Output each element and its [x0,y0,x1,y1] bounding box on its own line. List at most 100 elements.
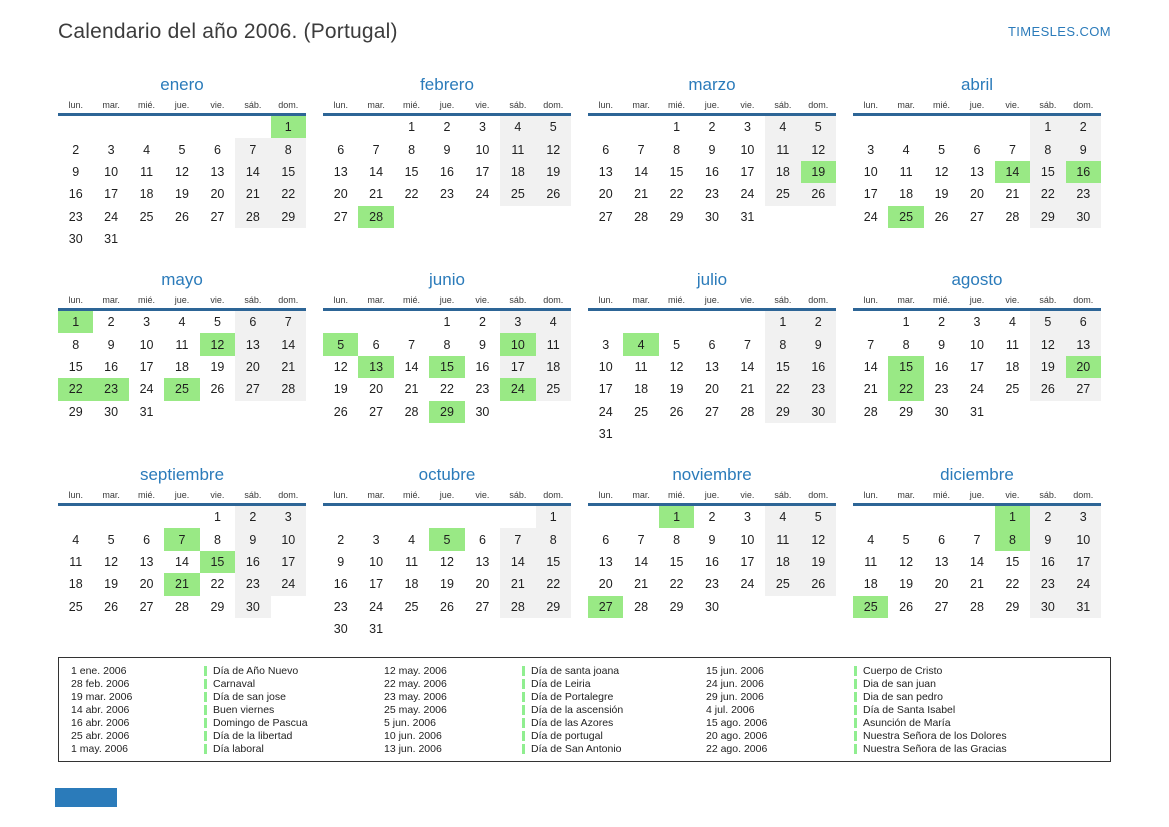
day-julio-15: 15 [765,355,801,379]
day-febrero-5: 5 [535,116,571,139]
day-marzo-9: 9 [708,142,716,157]
month-title-noviembre: noviembre [672,465,752,484]
day-abril-7: 7 [1008,142,1016,157]
legend-date: 1 may. 2006 [71,742,129,755]
legend-holiday-name: Día de Año Nuevo [204,665,382,677]
day-septiembre-23: 23 [235,573,271,596]
month-julio: julio lun. mar. mié. jue. vie. sáb. dom. 1 2 3 4 5 6 7… [588,269,836,448]
day-agosto-12: 12 [1030,333,1066,356]
day-octubre-20: 20 [475,577,490,592]
day-junio-19: 19 [333,382,348,397]
day-noviembre-22: 22 [669,577,684,592]
legend-date: 29 jun. 2006 [706,690,764,703]
day-cell-empty [394,228,429,250]
day-abril-14: 14 [994,160,1031,184]
day-diciembre-1: 1 [994,506,1031,529]
day-cell-empty [694,228,729,250]
day-cell-empty [1030,618,1065,640]
weekday-header: vie. [475,100,490,110]
day-julio-21: 21 [740,382,755,397]
weekday-header: lun. [598,295,613,305]
day-octubre-30: 30 [333,622,348,637]
day-septiembre-9: 9 [235,528,271,551]
day-marzo-30: 30 [705,209,719,224]
day-febrero-11: 11 [500,138,536,161]
day-junio-23: 23 [475,382,490,397]
day-julio-30: 30 [800,400,836,423]
day-septiembre-11: 11 [69,554,83,569]
day-marzo-15: 15 [669,164,684,179]
day-octubre-22: 22 [535,573,571,596]
day-cell-empty [853,618,888,640]
weekday-header: jue. [704,490,720,500]
day-agosto-2: 2 [938,315,946,330]
day-enero-12: 12 [175,164,189,179]
day-enero-11: 11 [140,164,154,179]
day-diciembre-6: 6 [938,532,946,547]
weekday-header: lun. [333,295,348,305]
day-cell-empty [623,311,658,333]
weekday-header: mar. [102,100,120,110]
legend-holiday-name: Día de Santa Isabel [854,704,1100,716]
day-cell-empty [888,228,923,250]
day-cell-empty [623,618,658,640]
weekday-header: vie. [1005,100,1020,110]
day-mayo-28: 28 [270,378,306,401]
day-octubre-1: 1 [535,506,571,529]
day-enero-16: 16 [68,187,83,202]
day-septiembre-18: 18 [68,577,83,592]
day-septiembre-6: 6 [143,532,151,547]
day-cell-empty [924,423,959,445]
day-diciembre-13: 13 [934,554,949,569]
day-mayo-12: 12 [199,333,236,356]
legend-date: 22 may. 2006 [384,677,447,690]
weekday-header: mar. [897,295,915,305]
day-cell-empty [623,506,658,528]
day-julio-28: 28 [740,404,755,419]
day-agosto-17: 17 [970,359,984,374]
day-abril-28: 28 [1005,209,1020,224]
day-abril-2: 2 [1065,116,1101,139]
brand-link[interactable]: TIMESLES.COM [1007,24,1111,39]
day-cell-empty [1066,228,1101,250]
day-agosto-23: 23 [934,382,949,397]
month-diciembre: diciembre lun. mar. mié. jue. vie. sáb. dom. 1 2 3… [853,464,1101,643]
day-marzo-21: 21 [634,187,649,202]
holidays-legend: 1 ene. 2006 28 feb. 2006 19 mar. 2006 14 ab… [58,657,1111,762]
day-abril-6: 6 [973,142,981,157]
day-cell-empty [623,116,658,138]
day-cell-empty [93,423,128,445]
day-agosto-11: 11 [1005,337,1019,352]
weekday-header: mar. [632,490,650,500]
day-octubre-26: 26 [440,599,454,614]
day-junio-7: 7 [408,337,416,352]
day-junio-30: 30 [475,404,490,419]
day-cell-empty [853,506,888,528]
day-cell-empty [200,401,235,423]
day-junio-26: 26 [333,404,348,419]
weekday-header: sáb. [509,490,527,500]
day-marzo-12: 12 [800,138,836,161]
day-cell-empty [200,618,235,640]
day-enero-2: 2 [72,142,80,157]
legend-holiday-label: Buen viernes [213,703,275,716]
day-cell-empty [888,116,923,138]
day-cell-empty [853,423,888,445]
day-marzo-23: 23 [705,187,719,202]
day-enero-31: 31 [104,232,119,247]
day-cell-empty [1030,401,1065,423]
weekday-header: mié. [138,490,156,500]
day-marzo-16: 16 [705,164,719,179]
page-header: Calendario del año 2006. (Portugal) TIME… [0,0,1169,44]
day-mayo-10: 10 [139,337,154,352]
day-septiembre-16: 16 [235,550,271,574]
day-cells: 1 2 3 4 5 6 7 8 9 10 11 12 13 14 15 16 17 18 19 20 21 22 23 24 2… [58,116,306,250]
day-septiembre-13: 13 [139,554,154,569]
day-octubre-27: 27 [475,599,490,614]
day-diciembre-14: 14 [970,554,984,569]
day-marzo-13: 13 [598,164,613,179]
weekday-header: vie. [210,295,225,305]
day-cell-empty [959,116,994,138]
legend-date: 22 ago. 2006 [706,742,768,755]
day-cell-empty [730,423,765,445]
